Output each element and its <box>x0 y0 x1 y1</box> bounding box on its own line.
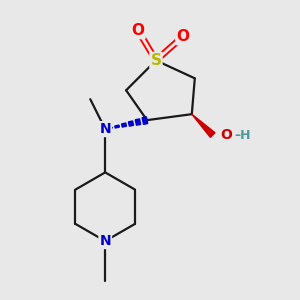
Polygon shape <box>142 117 148 124</box>
Polygon shape <box>115 125 119 128</box>
Polygon shape <box>122 123 126 127</box>
Text: O: O <box>176 29 189 44</box>
Text: S: S <box>151 53 161 68</box>
Polygon shape <box>108 127 112 129</box>
Text: N: N <box>99 122 111 136</box>
Text: N: N <box>99 234 111 248</box>
Text: O: O <box>132 23 145 38</box>
Text: O: O <box>220 128 232 142</box>
Text: –H: –H <box>234 129 251 142</box>
Polygon shape <box>128 121 134 126</box>
Polygon shape <box>192 114 215 137</box>
Polygon shape <box>135 119 141 125</box>
